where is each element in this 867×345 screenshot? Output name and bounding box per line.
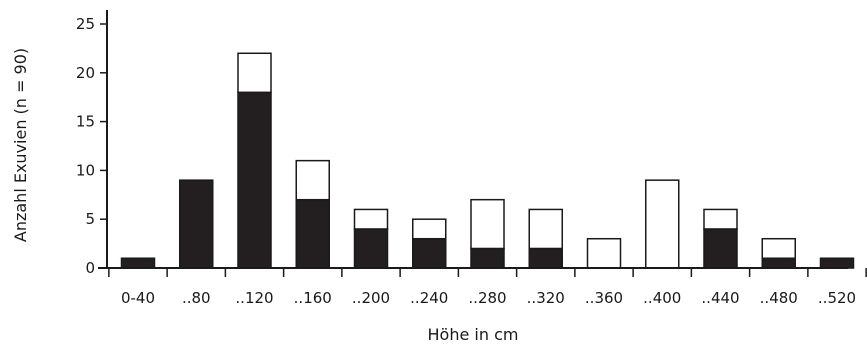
bar-segment-open [703, 208, 738, 230]
bar-segment-open [761, 237, 796, 259]
bar-segment-open [470, 198, 505, 250]
bar-segment-filled [528, 247, 563, 269]
x-tick-label: ..440 [701, 289, 739, 307]
bar-segment-filled [703, 228, 738, 269]
bar-segment-open [412, 218, 447, 240]
y-tick-label: 10 [76, 161, 95, 179]
bar-segment-filled [179, 179, 214, 269]
x-tick-label: ..80 [182, 289, 211, 307]
bars-layer [120, 52, 855, 269]
bar-segment-open [528, 208, 563, 250]
x-tick-label: ..280 [468, 289, 506, 307]
x-tick-label: ..160 [294, 289, 332, 307]
bar-segment-filled [470, 247, 505, 269]
y-tick-label: 25 [76, 15, 95, 33]
x-axis-title: Höhe in cm [428, 325, 519, 344]
x-tick-label: 0-40 [121, 289, 155, 307]
x-tick-label: ..320 [527, 289, 565, 307]
y-tick-label: 0 [85, 259, 95, 277]
bar-segment-filled [819, 257, 855, 269]
x-tick-label: ..120 [235, 289, 273, 307]
x-tick-label: ..200 [352, 289, 390, 307]
y-axis-title: Anzahl Exuvien (n = 90) [11, 48, 30, 242]
x-tick-label: ..520 [818, 289, 856, 307]
bar-segment-filled [353, 228, 389, 269]
x-tick-label: ..240 [410, 289, 448, 307]
bar-segment-filled [761, 257, 796, 269]
bar-segment-open [353, 208, 389, 230]
bar-segment-filled [412, 237, 447, 269]
y-tick-label: 20 [76, 64, 95, 82]
bar-segment-filled [295, 198, 330, 269]
y-tick-label: 15 [76, 113, 95, 131]
x-tick-label: ..480 [760, 289, 798, 307]
y-tick-label: 5 [85, 210, 95, 228]
bar-segment-open [645, 179, 680, 269]
x-tick-label: ..360 [585, 289, 623, 307]
x-tick-label: ..400 [643, 289, 681, 307]
bar-segment-filled [120, 257, 156, 269]
bar-segment-filled [237, 91, 272, 269]
ticks-layer: 0 5 10 15 20 25 0-40 ..80 ..120 ..160 ..200 ..240..… [76, 15, 867, 307]
bar-segment-open [295, 159, 330, 201]
bar-segment-open [237, 52, 272, 94]
bar-segment-open [586, 237, 622, 269]
